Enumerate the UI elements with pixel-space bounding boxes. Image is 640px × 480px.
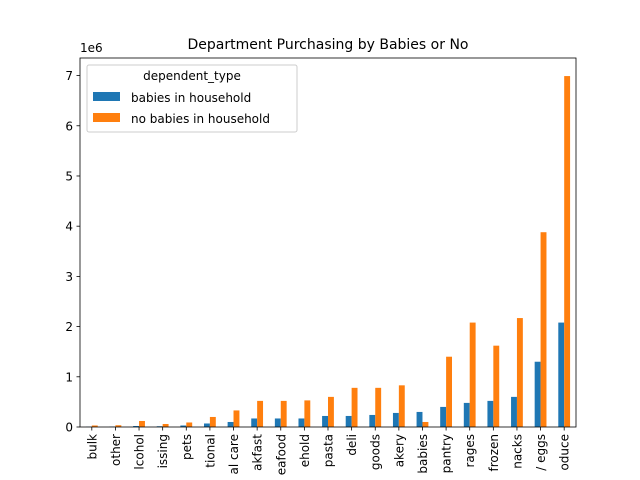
x-tick-label: nacks — [510, 434, 524, 469]
plot-frame — [79, 57, 577, 428]
x-tick-label: akery — [392, 434, 406, 467]
bar-no-babies-dry-goods-pasta — [328, 396, 334, 427]
x-tick-label: oduce — [558, 434, 572, 471]
bar-babies-pets — [180, 425, 187, 427]
bar-no-babies-dairy-eggs — [540, 232, 547, 427]
bar-babies-produce — [558, 322, 565, 427]
bar-no-babies-other — [115, 425, 122, 427]
legend-title: dependent_type — [143, 69, 241, 83]
y-tick-label: 2 — [65, 320, 73, 334]
bar-babies-international — [204, 423, 210, 427]
bar-no-babies-babies — [422, 421, 429, 427]
legend-swatch-babies — [93, 92, 120, 101]
bar-babies-pantry — [440, 406, 447, 427]
y-tick-label: 3 — [65, 270, 73, 284]
bar-no-babies-personal-care — [233, 410, 240, 427]
bar-babies-snacks — [511, 396, 517, 427]
y-tick-label: 5 — [65, 169, 73, 183]
x-tick-label: al care — [227, 434, 241, 475]
bar-babies-babies — [416, 411, 423, 427]
bar-babies-canned-goods — [369, 414, 376, 427]
x-tick-label: lcohol — [133, 434, 147, 470]
bar-no-babies-pantry — [446, 356, 452, 427]
bar-babies-dairy-eggs — [534, 361, 541, 427]
bar-babies-meat-seafood — [274, 418, 281, 427]
y-tick-label: 4 — [65, 220, 73, 234]
x-tick-label: tional — [203, 434, 217, 468]
legend-swatch-no-babies — [93, 113, 120, 122]
chart-title: Department Purchasing by Babies or No — [188, 37, 469, 53]
bar-no-babies-bakery — [398, 385, 405, 427]
bar-no-babies-alcohol — [139, 420, 145, 427]
x-tick-label: goods — [369, 434, 383, 470]
y-tick-label: 0 — [65, 421, 73, 435]
bar-no-babies-frozen — [493, 345, 500, 427]
bar-no-babies-pets — [186, 422, 193, 427]
bar-no-babies-canned-goods — [375, 387, 382, 427]
legend: dependent_type babies in household no ba… — [86, 64, 298, 133]
bar-babies-dry-goods-pasta — [322, 415, 328, 427]
y-tick-label: 7 — [65, 69, 73, 83]
legend-box — [86, 64, 298, 133]
bar-babies-household — [298, 418, 305, 427]
bar-no-babies-meat-seafood — [280, 400, 287, 427]
y-tick-label: 6 — [65, 119, 73, 133]
x-tick-label: deli — [345, 434, 359, 456]
x-tick-label: pasta — [322, 434, 336, 467]
legend-label-babies: babies in household — [131, 91, 251, 105]
x-tick-label: issing — [156, 434, 170, 468]
x-tick-label: eafood — [274, 434, 288, 475]
bar-no-babies-breakfast — [257, 400, 264, 427]
bar-babies-beverages — [463, 402, 470, 427]
bar-no-babies-international — [209, 416, 216, 427]
x-tick-label: babies — [416, 434, 430, 474]
bar-babies-bakery — [392, 412, 399, 427]
bar-no-babies-bulk — [91, 425, 98, 427]
bar-no-babies-beverages — [469, 322, 476, 427]
bar-no-babies-snacks — [516, 318, 523, 427]
y-axis: 0 1 2 3 4 5 6 7 — [65, 69, 80, 435]
x-tick-label: ehold — [298, 434, 312, 467]
bar-babies-frozen — [487, 400, 494, 427]
bar-no-babies-missing — [162, 423, 169, 427]
bar-no-babies-deli — [351, 387, 358, 427]
bar-babies-personal-care — [227, 421, 234, 427]
bar-babies-breakfast — [251, 418, 258, 427]
x-tick-label: akfast — [251, 434, 265, 471]
x-tick-label: pantry — [440, 434, 454, 473]
y-tick-label: 1 — [65, 370, 73, 384]
x-axis: bulk other lcohol issing pets tional al care ak… — [85, 427, 572, 475]
bar-no-babies-household — [304, 400, 311, 427]
x-tick-label: rages — [463, 434, 477, 468]
x-tick-label: / eggs — [534, 434, 548, 471]
x-tick-label: frozen — [487, 434, 501, 472]
x-tick-label: other — [109, 434, 123, 466]
y-axis-offset-label: 1e6 — [80, 41, 103, 55]
bar-babies-alcohol — [133, 426, 140, 427]
x-tick-label: pets — [180, 434, 194, 460]
bars-group — [85, 76, 571, 427]
legend-label-no-babies: no babies in household — [131, 112, 270, 126]
x-tick-label: bulk — [85, 434, 99, 460]
bar-no-babies-produce — [564, 76, 571, 427]
bar-babies-deli — [345, 415, 352, 427]
